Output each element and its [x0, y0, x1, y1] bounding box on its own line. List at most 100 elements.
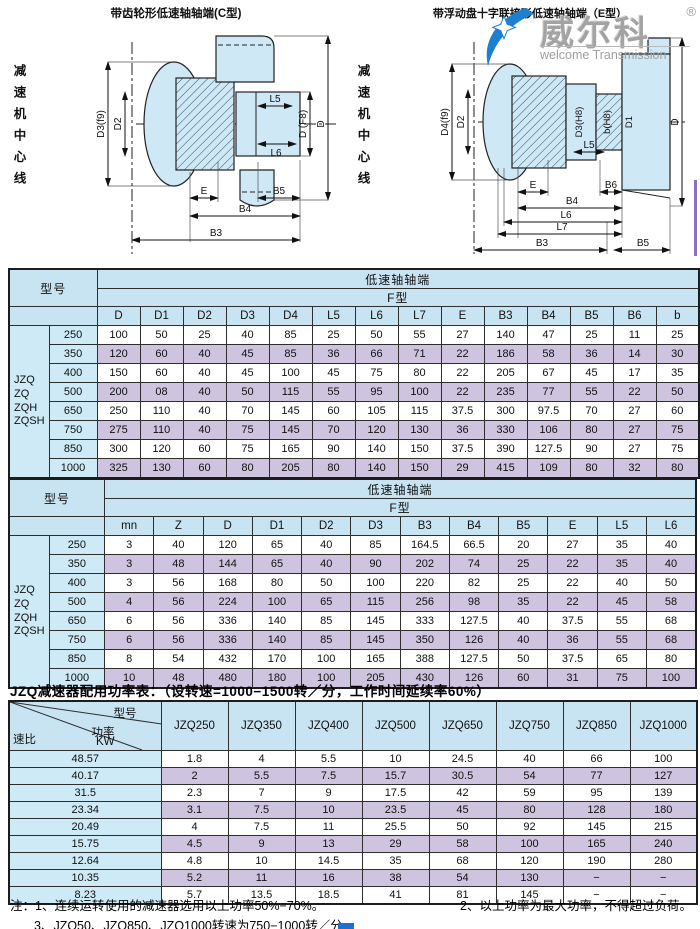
value-cell: 75: [596, 668, 647, 689]
model-header-spacer: [8, 306, 98, 326]
value-cell: 40: [301, 535, 352, 555]
value-cell: 60: [182, 458, 227, 479]
value-cell: 80: [251, 573, 303, 593]
value-cell: 40: [182, 382, 227, 402]
reducer-centerline-label: 减速机中心线: [11, 64, 26, 193]
col-header: D: [202, 516, 253, 536]
power-value-cell: 24.5: [428, 750, 497, 768]
col-header: B5: [569, 306, 614, 326]
value-cell: 40: [182, 344, 227, 364]
power-value-cell: 15.7: [361, 767, 430, 785]
value-cell: 126: [448, 668, 500, 689]
brand-tagline: welcome Transmission: [540, 46, 690, 62]
power-value-cell: 14.5: [294, 852, 363, 870]
table-row: 350 3 48 144 65 40 90 202 74 25 22 35 40: [9, 554, 697, 574]
power-value-cell: 190: [562, 852, 631, 870]
value-cell: 85: [301, 630, 352, 650]
col-header: B4: [448, 516, 500, 536]
power-value-cell: 4: [227, 750, 296, 768]
gear-bottom: [239, 169, 275, 207]
value-cell: 40: [153, 535, 204, 555]
table-row: JZQ ZQ ZQH ZQSH 250 100 50 25 40 85 25 50 55 27 140…: [8, 325, 700, 479]
value-cell: 90: [311, 439, 356, 459]
power-value-cell: 13: [294, 835, 363, 853]
table-row: 1000 10 48 480 180 100 205 430 126 60 31 75 100: [9, 668, 697, 689]
ratio-cell: 23.34: [8, 801, 162, 819]
power-value-cell: 2: [160, 767, 229, 785]
power-value-cell: 215: [629, 818, 698, 836]
value-cell: 37.5: [547, 611, 598, 631]
ratio-cell: 48.57: [8, 750, 162, 768]
value-cell: 145: [350, 611, 401, 631]
power-value-cell: 280: [629, 852, 698, 870]
value-cell: 6: [104, 630, 155, 650]
value-cell: 202: [399, 554, 450, 574]
value-cell: 20: [498, 535, 549, 555]
gear-hub-hatched: [175, 77, 235, 171]
value-cell: 37.5: [440, 439, 485, 459]
col-header: mn: [104, 516, 155, 536]
col-header: Z: [153, 516, 204, 536]
value-cell: 65: [301, 592, 352, 612]
value-cell: 35: [655, 363, 700, 383]
col-header: B3: [483, 306, 528, 326]
dim-label-b3: B3: [210, 228, 223, 239]
value-cell: 45: [596, 592, 647, 612]
power-value-cell: 13.5: [227, 886, 296, 905]
value-cell: 127.5: [448, 611, 500, 631]
value-cell: 48: [153, 554, 204, 574]
value-cell: 22: [547, 554, 598, 574]
value-cell: 200: [96, 382, 141, 402]
value-cell: 126: [448, 630, 500, 650]
value-cell: 25: [655, 325, 700, 345]
diagram-c-title: 带齿轮形低速轴轴端(C型): [111, 6, 242, 20]
value-cell: 145: [350, 630, 401, 650]
value-cell: 80: [569, 458, 614, 479]
power-value-cell: 9: [294, 784, 363, 802]
value-cell: 150: [397, 458, 442, 479]
model-group-cell: JZQ ZQ ZQH ZQSH: [8, 535, 50, 689]
value-cell: 22: [612, 382, 657, 402]
power-value-cell: 130: [495, 869, 564, 887]
table-row: 500 4 56 224 100 65 115 256 98 35 22 45 58: [9, 592, 697, 612]
value-cell: 25: [311, 325, 356, 345]
footnotes: 注：1、连续运转使用的减速器选用以上功率50%−70%。 2、以上功率为最大功率…: [10, 895, 692, 929]
power-value-cell: 59: [495, 784, 564, 802]
table-row: 31.5 2.3 7 9 17.5 42 59 95 139: [8, 784, 698, 802]
dim-label-d3f9: D3(f9): [96, 110, 107, 138]
col-header: B5: [498, 516, 549, 536]
value-cell: 68: [645, 611, 697, 631]
value-cell: 180: [251, 668, 303, 689]
value-cell: 17: [612, 363, 657, 383]
dim-label-d4f9: D4(f9): [440, 108, 451, 136]
value-cell: 75: [225, 420, 270, 440]
table-row: 400 3 56 168 80 50 100 220 82 25 22 40 50: [9, 573, 697, 593]
value-cell: 75: [655, 420, 700, 440]
value-cell: 205: [483, 363, 528, 383]
value-cell: 3: [104, 535, 155, 555]
col-header: JZQ650: [428, 700, 497, 751]
dimension-table-e-type: 型号 低速轴轴端 F型 mn Z D D1 D2 D3 B3 B4 B5 E L…: [8, 478, 697, 689]
value-cell: 40: [182, 363, 227, 383]
dim-label-l5: L5: [269, 94, 281, 105]
dim-label-d2: D2: [113, 117, 124, 130]
power-value-cell: 11: [227, 869, 296, 887]
value-cell: 220: [399, 573, 450, 593]
dim-label-b4: B4: [239, 204, 252, 215]
col-header: JZQ500: [361, 700, 430, 751]
value-cell: 27: [612, 401, 657, 421]
col-header: JZQ1000: [629, 700, 698, 751]
value-cell: 415: [483, 458, 528, 479]
table-row: 400 150 60 40 45 100 45 75 80 22 205 67 45 17 35: [9, 363, 700, 383]
size-cell: 350: [48, 344, 98, 364]
power-value-cell: −: [562, 886, 631, 905]
ratio-cell: 10.35: [8, 869, 162, 887]
col-header: JZQ750: [495, 700, 564, 751]
power-value-cell: 17.5: [361, 784, 430, 802]
registered-mark-icon: ®: [686, 4, 696, 19]
value-cell: 144: [202, 554, 253, 574]
gear-hub-hatched: [511, 75, 567, 169]
value-cell: 40: [225, 325, 270, 345]
value-cell: 74: [448, 554, 500, 574]
size-cell: 850: [48, 649, 106, 669]
